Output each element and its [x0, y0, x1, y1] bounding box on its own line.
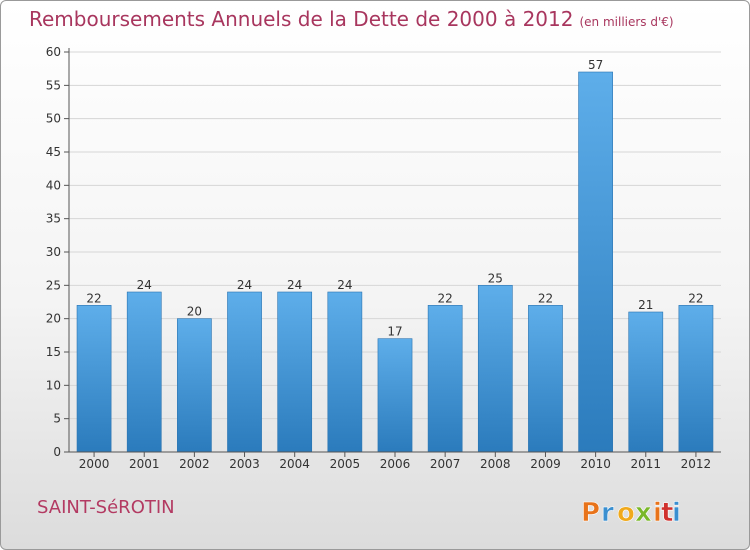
- x-tick-label-2009: 2009: [530, 457, 561, 471]
- x-tick-label-2001: 2001: [129, 457, 160, 471]
- bar-2001: [126, 291, 162, 453]
- bar-2006: [377, 338, 413, 453]
- data-label-2003: 24: [237, 278, 252, 292]
- x-tick-label-2004: 2004: [279, 457, 310, 471]
- chart-title-text: Remboursements Annuels de la Dette de 20…: [29, 7, 574, 31]
- data-label-2004: 24: [287, 278, 302, 292]
- bar-2011: [628, 311, 664, 453]
- logo-letter: i: [653, 498, 662, 528]
- logo-letter: i: [672, 498, 681, 528]
- y-tick-label: 40: [46, 178, 61, 192]
- y-tick-label: 50: [46, 112, 61, 126]
- town-name: SAINT-SéROTIN: [37, 497, 175, 518]
- data-label-2007: 22: [438, 291, 453, 305]
- x-tick-label-2007: 2007: [430, 457, 461, 471]
- data-label-2002: 20: [187, 305, 202, 319]
- x-tick-label-2012: 2012: [681, 457, 712, 471]
- y-tick-label: 15: [46, 345, 61, 359]
- bar-2008: [477, 285, 513, 453]
- bar-2003: [227, 291, 262, 453]
- x-tick-label-2003: 2003: [229, 457, 260, 471]
- logo-letter: r: [601, 498, 614, 528]
- x-tick-label-2006: 2006: [380, 457, 411, 471]
- bar-2007: [427, 305, 463, 453]
- y-tick-label: 30: [46, 245, 61, 259]
- y-tick-label: 35: [46, 212, 61, 226]
- data-label-2008: 25: [488, 271, 503, 285]
- data-label-2001: 24: [137, 278, 152, 292]
- bar-2005: [327, 291, 363, 453]
- bar-layer: [76, 71, 714, 453]
- y-tick-label: 10: [46, 378, 61, 392]
- data-label-2010: 57: [588, 58, 603, 72]
- data-label-2012: 22: [688, 291, 703, 305]
- label-layer: 0 5 10 15 20 25 30 35 40 45 50 55 60 22 2000 24 2001 20 20…: [46, 45, 711, 471]
- x-tick-label-2000: 2000: [79, 457, 110, 471]
- x-tick-label-2010: 2010: [580, 457, 611, 471]
- bar-2004: [277, 291, 313, 453]
- chart-unit: (en milliers d'€): [579, 15, 674, 29]
- bar-2000: [76, 305, 112, 453]
- logo-letter: t: [661, 498, 673, 528]
- y-tick-label: 0: [53, 445, 61, 459]
- bar-2009: [528, 305, 563, 453]
- data-label-2009: 22: [538, 291, 553, 305]
- y-tick-label: 20: [46, 312, 61, 326]
- logo-letter: x: [635, 498, 652, 528]
- logo-letter: o: [617, 498, 635, 528]
- bar-2012: [678, 305, 714, 453]
- y-tick-label: 55: [46, 78, 61, 92]
- y-tick-label: 60: [46, 45, 61, 59]
- data-label-2011: 21: [638, 298, 653, 312]
- y-tick-label: 45: [46, 145, 61, 159]
- bar-2010: [578, 71, 613, 453]
- data-label-2000: 22: [86, 291, 101, 305]
- y-tick-label: 25: [46, 278, 61, 292]
- data-label-2006: 17: [387, 325, 402, 339]
- bar-2002: [177, 318, 212, 453]
- x-tick-label-2002: 2002: [179, 457, 210, 471]
- logo-letter: P: [581, 498, 600, 528]
- x-tick-label-2011: 2011: [630, 457, 661, 471]
- data-label-2005: 24: [337, 278, 352, 292]
- chart-title: Remboursements Annuels de la Dette de 20…: [29, 7, 674, 31]
- x-tick-label-2008: 2008: [480, 457, 511, 471]
- axis-layer: [64, 48, 721, 457]
- x-tick-label-2005: 2005: [330, 457, 361, 471]
- y-tick-label: 5: [53, 412, 61, 426]
